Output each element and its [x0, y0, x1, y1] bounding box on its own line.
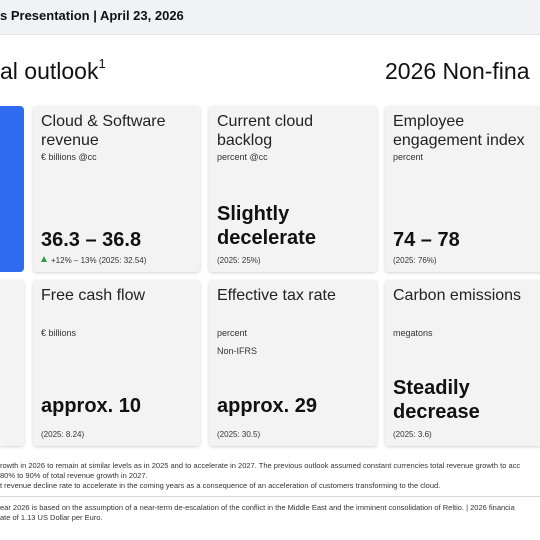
- card-note: (2025: 8.24): [41, 430, 85, 439]
- non-financial-outlook-heading: 2026 Non-fina: [385, 58, 530, 84]
- card-note-text: +12% – 13% (2025: 32.54): [51, 256, 147, 265]
- card-cloud-software-revenue: Cloud & Software revenue € billions @cc …: [33, 106, 200, 272]
- financial-outlook-heading-text: al outlook: [0, 58, 99, 84]
- card-unit: € billions: [41, 328, 77, 338]
- footnote-line: ate of 1.13 US Dollar per Euro.: [0, 513, 103, 522]
- card-unit: megatons: [393, 328, 433, 338]
- card-effective-tax-rate: Effective tax rate percent Non-IFRS appr…: [209, 280, 377, 446]
- card-unit: € billions @cc: [41, 152, 97, 162]
- card-note: (2025: 25%): [217, 256, 261, 265]
- card-unit: percent: [393, 152, 424, 162]
- card-title: Free cash flow: [41, 287, 146, 304]
- card-value: approx. 29: [217, 395, 318, 417]
- card-value: Steadily decrease: [393, 377, 480, 423]
- card-growth-note: +12% – 13% (2025: 32.54): [41, 256, 146, 265]
- card-unit: percent: [217, 328, 248, 338]
- card-note: (2025: 30.5): [217, 430, 261, 439]
- card-unit: percent @cc: [217, 152, 268, 162]
- footnote-line: t revenue decline rate to accelerate in …: [0, 481, 441, 490]
- card-value: 36.3 – 36.8: [41, 229, 142, 251]
- card-employee-engagement-index: Employee engagement index percent 74 – 7…: [385, 106, 540, 272]
- card-edge-left: [0, 280, 24, 446]
- card-title: Current cloud backlog: [217, 113, 314, 149]
- up-arrow-icon: [41, 256, 47, 262]
- card-unit-secondary: Non-IFRS: [217, 346, 258, 356]
- card-value: 74 – 78: [393, 229, 460, 251]
- card-title: Effective tax rate: [217, 287, 336, 304]
- card-title: Cloud & Software revenue: [41, 113, 166, 149]
- card-note: (2025: 76%): [393, 256, 437, 265]
- financial-outlook-heading: al outlook1: [0, 56, 106, 85]
- card-note: (2025: 3.6): [393, 430, 432, 439]
- highlight-card-edge: [0, 106, 24, 272]
- footnote-divider: [0, 496, 540, 497]
- card-current-cloud-backlog: Current cloud backlog percent @cc Slight…: [209, 106, 377, 272]
- footnote-marker: 1: [98, 56, 106, 71]
- card-free-cash-flow: Free cash flow € billions approx. 10 (20…: [33, 280, 200, 446]
- card-carbon-emissions: Carbon emissions megatons Steadily decre…: [385, 280, 540, 446]
- footnote-line: ear 2026 is based on the assumption of a…: [0, 503, 515, 512]
- presentation-header-bar: s Presentation | April 23, 2026: [0, 0, 540, 35]
- card-title: Employee engagement index: [393, 113, 525, 149]
- presentation-title: s Presentation | April 23, 2026: [0, 8, 184, 23]
- card-value: approx. 10: [41, 395, 142, 417]
- card-value: Slightly decelerate: [217, 203, 316, 249]
- footnote-line: 80% to 90% of total revenue growth in 20…: [0, 471, 148, 480]
- footnote-line: rowth in 2026 to remain at similar level…: [0, 461, 521, 470]
- card-title: Carbon emissions: [393, 287, 522, 304]
